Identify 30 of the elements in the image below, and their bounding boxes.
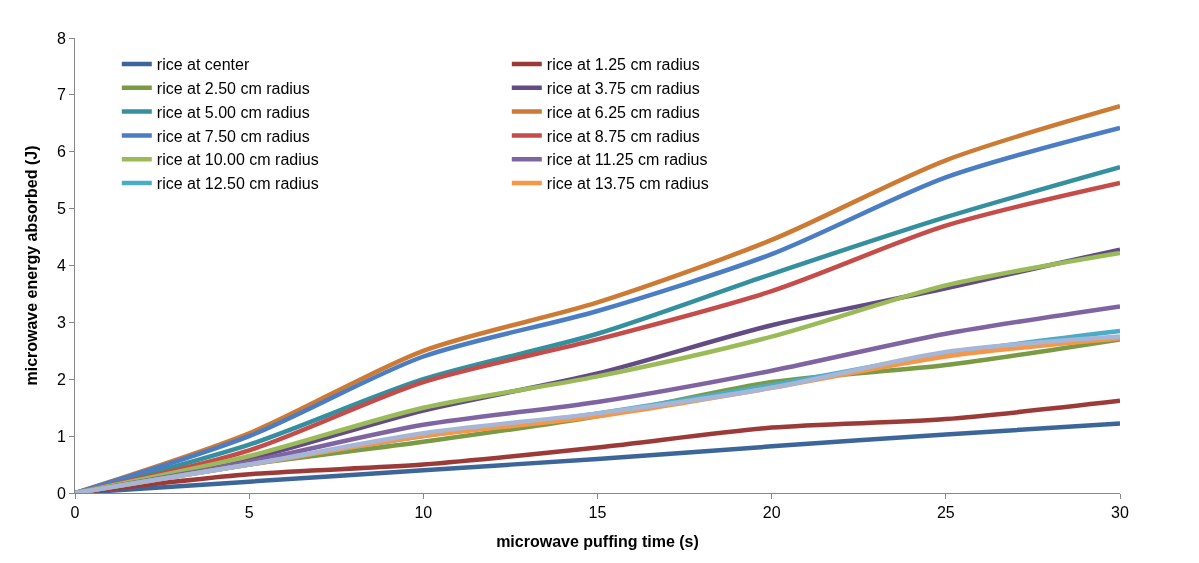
x-tick-label: 15 — [588, 504, 607, 522]
legend-label: rice at 12.50 cm radius — [156, 175, 319, 193]
x-tick-label: 30 — [1111, 504, 1129, 522]
y-tick-label: 4 — [56, 257, 66, 275]
legend-label: rice at 5.00 cm radius — [156, 103, 310, 121]
x-tick-label: 10 — [414, 504, 433, 522]
legend-label: rice at center — [156, 56, 250, 74]
legend-label: rice at 3.75 cm radius — [546, 80, 700, 98]
legend-label: rice at 6.25 cm radius — [546, 103, 700, 121]
x-tick-label: 0 — [70, 504, 80, 522]
legend-label: rice at 7.50 cm radius — [156, 127, 310, 145]
y-tick-label: 1 — [56, 427, 66, 445]
legend-label: rice at 2.50 cm radius — [156, 80, 310, 98]
y-axis-title: microwave energy absorbed (J) — [22, 145, 40, 386]
x-tick-label: 25 — [936, 504, 955, 522]
y-tick-label: 2 — [56, 370, 66, 388]
x-axis-title: microwave puffing time (s) — [496, 532, 699, 550]
x-tick-label: 20 — [762, 504, 781, 522]
y-tick-label: 3 — [56, 313, 66, 331]
legend-label: rice at 13.75 cm radius — [546, 175, 709, 193]
y-tick-label: 0 — [56, 484, 66, 502]
x-tick-label: 5 — [244, 504, 254, 522]
y-tick-label: 6 — [56, 143, 66, 161]
y-tick-label: 5 — [56, 200, 66, 218]
y-tick-label: 7 — [56, 86, 66, 104]
legend-label: rice at 11.25 cm radius — [546, 151, 708, 169]
y-tick-label: 8 — [56, 29, 66, 47]
legend-label: rice at 1.25 cm radius — [546, 56, 700, 74]
legend-label: rice at 10.00 cm radius — [156, 151, 319, 169]
legend-label: rice at 8.75 cm radius — [546, 127, 700, 145]
